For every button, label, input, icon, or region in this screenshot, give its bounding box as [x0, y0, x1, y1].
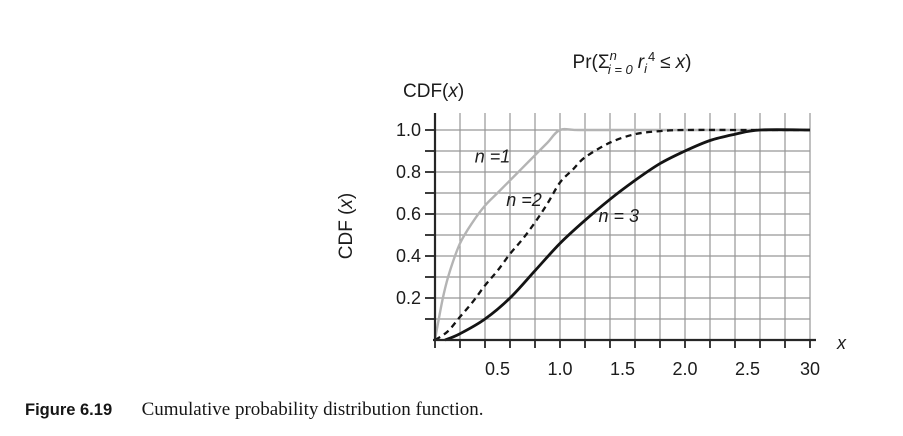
x-tick-label: 30 [800, 359, 820, 379]
x-tick-label: 2.5 [735, 359, 760, 379]
figure-caption: Figure 6.19 Cumulative probability distr… [25, 399, 885, 421]
x-tick-label: 2.0 [672, 359, 697, 379]
x-axis-var-label: x [836, 333, 847, 353]
curves [433, 127, 811, 342]
chart-title: Pr(Σn i = 0 ri4 ≤ x) [573, 48, 692, 77]
tick-labels: 0.5 1.0 1.5 2.0 2.5 30 0.2 0.4 0.6 0.8 1.0 [396, 120, 820, 379]
curve-n-3 [444, 128, 811, 342]
curve-n-2 [434, 128, 810, 341]
y-axis-label: CDF (x) [336, 193, 357, 259]
curve-n-1 [433, 127, 810, 341]
y-tick-label: 0.8 [396, 162, 421, 182]
figure-number: Figure 6.19 [25, 401, 113, 419]
figure-caption-text: Cumulative probability distribution func… [141, 399, 484, 420]
y-tick-label: 0.2 [396, 288, 421, 308]
curve-label-2: n =2 [506, 190, 542, 210]
curve-label-1: n =1 [475, 147, 511, 167]
x-tick-label: 1.5 [610, 359, 635, 379]
axes [425, 113, 816, 348]
y-tick-label: 0.4 [396, 246, 421, 266]
x-tick-label: 0.5 [485, 359, 510, 379]
curve-labels: n =1 n =2 n = 3 [475, 147, 639, 226]
y-tick-label: 0.6 [396, 204, 421, 224]
y-tick-label: 1.0 [396, 120, 421, 140]
curve-label-3: n = 3 [599, 206, 640, 226]
x-tick-label: 1.0 [547, 359, 572, 379]
cdf-top-label: CDF(x) [403, 81, 464, 102]
